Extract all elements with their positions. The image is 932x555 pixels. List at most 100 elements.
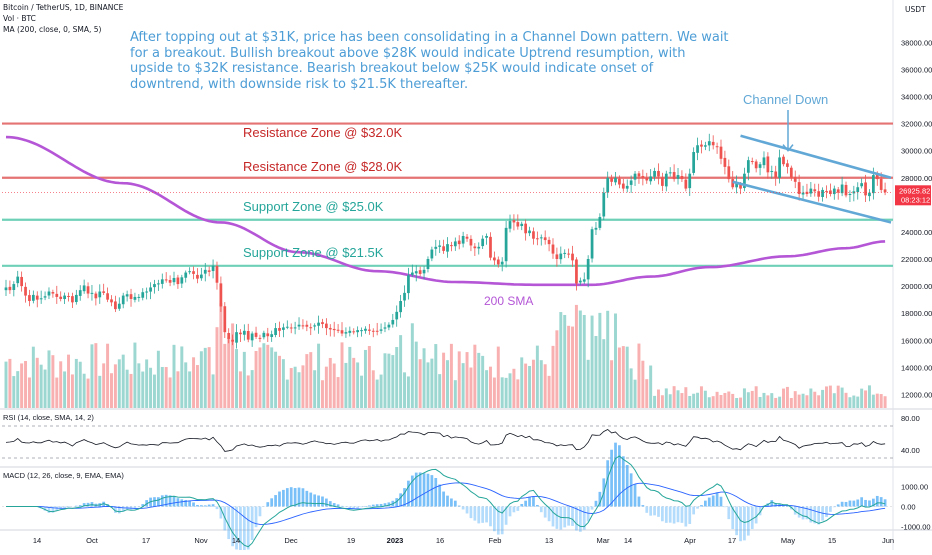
symbol-title: Bitcoin / TetherUS, 1D, BINANCE [3, 3, 123, 12]
macd-histogram-bar [700, 505, 703, 506]
time-tick-label: Dec [284, 536, 298, 545]
volume-bar [173, 345, 176, 408]
price-tick-label: 30000.00 [901, 147, 932, 156]
candle-body [751, 161, 754, 162]
volume-bar [262, 343, 265, 408]
macd-histogram-bar [372, 505, 375, 507]
candle-body [677, 175, 680, 179]
volume-bar [157, 351, 160, 408]
volume-bar [856, 397, 859, 408]
volume-bar [680, 393, 683, 408]
volume-bar [122, 355, 125, 408]
candle-body [669, 172, 672, 173]
volume-bar [692, 394, 695, 408]
volume-bar [145, 359, 148, 408]
time-tick-label: Oct [86, 536, 99, 545]
macd-histogram-bar [520, 504, 523, 507]
channel-lower [733, 182, 891, 223]
candle-body [782, 157, 785, 164]
macd-histogram-bar [587, 507, 590, 522]
volume-bar [860, 389, 863, 408]
channel-lines: Channel Down [733, 92, 891, 222]
volume-bar [473, 345, 476, 408]
candle-body [317, 323, 320, 326]
candle-body [137, 297, 140, 298]
candle-body [231, 340, 234, 342]
volume-bar [852, 396, 855, 408]
volume-bar [868, 385, 871, 408]
candle-body [466, 237, 469, 239]
volume-bar [137, 363, 140, 408]
volume-bar [51, 355, 54, 408]
candle-body [513, 220, 516, 222]
volume-bar [247, 375, 250, 408]
macd-histogram-bar [462, 507, 465, 510]
candle-body [173, 278, 176, 282]
candle-body [122, 296, 125, 305]
candle-body [579, 281, 582, 283]
candle-body [872, 175, 875, 193]
candle-body [716, 146, 719, 147]
macd-histogram-bar [509, 507, 512, 517]
candle-body [634, 174, 637, 180]
macd-histogram-bar [864, 500, 867, 507]
volume-bar [544, 364, 547, 408]
volume-bar [24, 361, 27, 408]
macd-histogram-bar [337, 504, 340, 506]
macd-histogram-bar [751, 507, 754, 529]
candle-body [528, 231, 531, 234]
volume-bar [165, 367, 168, 408]
candle-body [48, 292, 51, 296]
macd-histogram-bar [880, 497, 883, 506]
macd-histogram-bar [493, 507, 496, 532]
volume-bar [665, 388, 668, 408]
candle-body [149, 287, 152, 291]
volume-bar [274, 352, 277, 408]
macd-histogram-bar [532, 497, 535, 507]
candle-body [802, 193, 805, 195]
candle-body [563, 253, 566, 254]
rsi-line [6, 430, 885, 452]
volume-legend: Vol · BTC [3, 14, 36, 23]
volume-bar [778, 397, 781, 408]
candle-body [462, 236, 465, 244]
macd-histogram-bar [833, 507, 836, 508]
candle-body [595, 228, 598, 230]
volume-bar [161, 367, 164, 408]
volume-bar [118, 359, 121, 408]
candle-body [657, 171, 660, 176]
macd-histogram-bar [884, 499, 887, 506]
candle-body [395, 312, 398, 320]
candle-body [118, 304, 121, 309]
volume-bar [567, 326, 570, 408]
candle-body [778, 157, 781, 177]
volume-bar [805, 395, 808, 408]
volume-bar [20, 363, 23, 408]
macd-histogram-bar [356, 507, 359, 509]
volume-bar [524, 364, 527, 408]
volume-bar [446, 360, 449, 408]
candle-body [79, 290, 82, 296]
macd-histogram-bar [829, 507, 832, 512]
candle-body [290, 327, 293, 328]
volume-bar [395, 347, 398, 408]
macd-histogram-bar [798, 507, 801, 518]
macd-histogram-bar [716, 492, 719, 506]
volume-bar [723, 393, 726, 408]
macd-histogram-bar [309, 493, 312, 507]
candle-body [571, 254, 574, 261]
candle-body [294, 327, 297, 328]
candles [5, 134, 887, 349]
candle-body [575, 259, 578, 283]
volume-bar [669, 394, 672, 408]
candle-body [114, 301, 117, 309]
volume-bar [751, 391, 754, 408]
volume-bar [634, 380, 637, 408]
macd-histogram-bar [669, 507, 672, 523]
candle-body [325, 324, 328, 328]
macd-histogram-bar [470, 507, 473, 519]
volume-bar [704, 391, 707, 408]
time-tick-label: 15 [828, 536, 836, 545]
macd-histogram-bar [180, 499, 183, 506]
volume-bar [348, 347, 351, 408]
